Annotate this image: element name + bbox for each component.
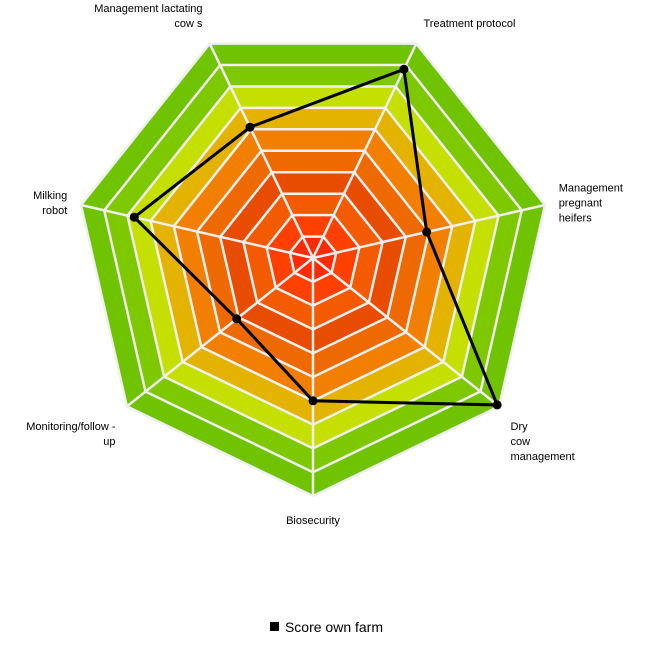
axis-label-line: robot xyxy=(42,205,67,217)
axis-label-line: Biosecurity xyxy=(286,515,340,527)
axis-label-line: Treatment protocol xyxy=(424,18,516,30)
spoke-4 xyxy=(312,257,500,408)
data-point-3 xyxy=(422,227,432,237)
axis-label-line: up xyxy=(103,436,115,448)
series-line-1 xyxy=(132,67,500,407)
axis-label-line: heifers xyxy=(559,212,593,224)
axis-label-line: pregnant xyxy=(559,197,602,209)
spoke-1 xyxy=(208,43,315,259)
axis-label-line: cow s xyxy=(174,18,203,30)
legend-label: Score own farm xyxy=(284,619,384,635)
axis-label-5: Biosecurity xyxy=(286,515,340,527)
radial-spokes xyxy=(80,43,546,496)
axis-labels: Management lactating cow s Treatment proto… xyxy=(26,3,623,527)
series-layer xyxy=(129,64,502,410)
data-point-1 xyxy=(245,122,255,132)
axis-label-2: Treatment protocol xyxy=(424,18,516,30)
axis-label-6: Monitoring/follow - up xyxy=(26,421,116,448)
spoke-2 xyxy=(311,43,418,259)
legend-marker-icon xyxy=(269,622,279,631)
axis-label-line: Dry xyxy=(511,421,529,433)
data-point-6 xyxy=(232,314,242,324)
spoke-6 xyxy=(126,257,314,408)
axis-label-line: Milking xyxy=(33,190,67,202)
legend: Score own farm xyxy=(0,619,653,635)
axis-label-1: Management lactating cow s xyxy=(94,3,203,30)
data-point-4 xyxy=(492,400,502,410)
axis-label-3: Management pregnant heifers xyxy=(559,182,623,224)
data-point-7 xyxy=(129,212,139,222)
data-point-5 xyxy=(308,396,318,406)
axis-label-4: Dry cow management xyxy=(511,421,575,463)
axis-label-line: Management lactating xyxy=(94,3,202,15)
axis-label-line: cow xyxy=(511,436,531,448)
axis-label-line: management xyxy=(511,451,575,463)
axis-label-line: Management xyxy=(559,182,623,194)
axis-label-7: Milking robot xyxy=(33,190,67,217)
axis-label-line: Monitoring/follow - xyxy=(26,421,116,433)
spoke-7 xyxy=(80,203,314,260)
data-point-2 xyxy=(399,64,409,74)
